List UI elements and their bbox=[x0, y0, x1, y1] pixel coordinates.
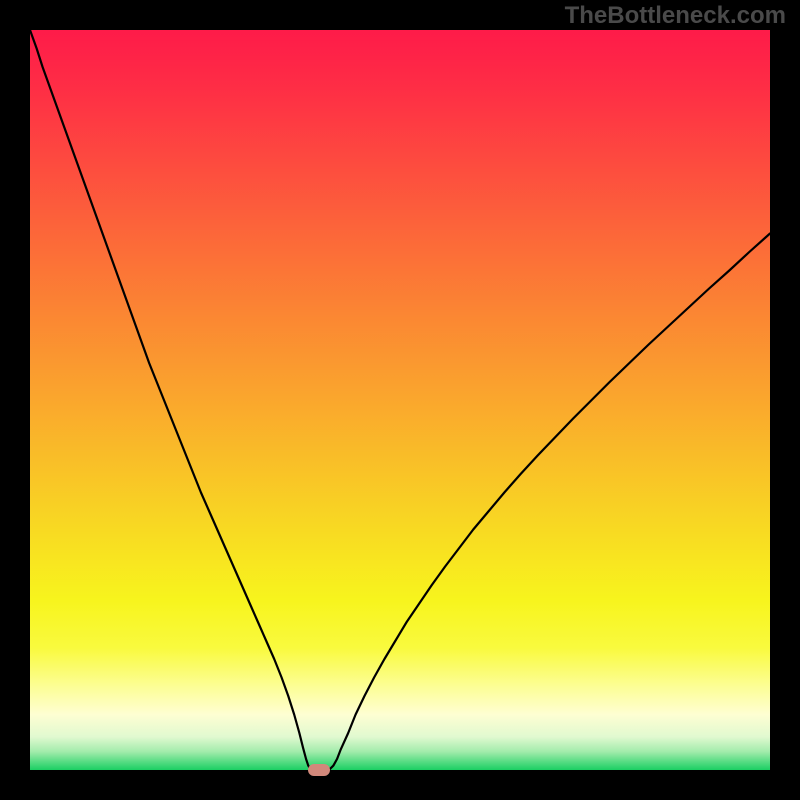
optimal-point-marker bbox=[308, 764, 330, 776]
plot-area bbox=[30, 30, 770, 770]
bottleneck-curve bbox=[30, 30, 770, 770]
watermark-text: TheBottleneck.com bbox=[565, 2, 786, 30]
curve-path bbox=[30, 30, 770, 770]
